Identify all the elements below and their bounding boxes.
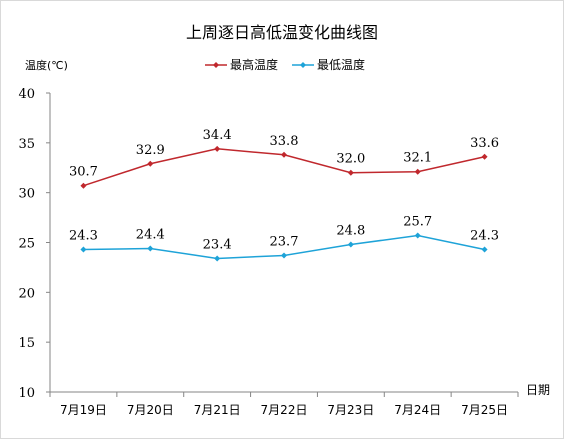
y-tick-label: 20 <box>18 286 35 301</box>
data-point <box>214 255 221 262</box>
data-point <box>481 246 488 253</box>
y-tick-label: 10 <box>18 386 35 401</box>
data-label: 32.1 <box>403 151 432 166</box>
data-point <box>281 252 287 259</box>
data-point <box>347 241 354 248</box>
data-label: 24.8 <box>336 223 365 238</box>
data-point <box>147 160 154 167</box>
y-tick-label: 40 <box>18 87 35 102</box>
legend-swatch-marker <box>300 62 306 68</box>
data-label: 32.9 <box>136 143 165 158</box>
x-tick-label: 7月23日 <box>327 403 374 417</box>
axes: 10 15 20 25 30 35 40 7月19日 7月20日 7月21日 7月22日 7月23日 7… <box>18 87 519 417</box>
y-tick-label: 25 <box>18 237 35 252</box>
x-axis-title: 日期 <box>526 383 550 397</box>
x-tick-label: 7月25日 <box>461 403 508 417</box>
data-point <box>281 151 287 158</box>
x-tick-label: 7月21日 <box>194 403 241 417</box>
legend-swatch-marker <box>213 62 219 68</box>
data-point <box>414 232 421 239</box>
data-label: 23.4 <box>203 237 232 252</box>
x-tick-label: 7月22日 <box>261 403 308 417</box>
data-label: 34.4 <box>203 128 232 143</box>
legend-label: 最低温度 <box>317 57 365 72</box>
data-label: 24.3 <box>69 228 98 243</box>
data-point <box>481 153 488 160</box>
data-label: 33.6 <box>470 136 499 151</box>
data-point <box>80 246 87 253</box>
y-tick-label: 35 <box>18 137 35 152</box>
y-axis-title: 温度(℃) <box>25 58 68 72</box>
data-point <box>147 245 154 252</box>
data-point <box>214 145 221 152</box>
y-tick-label: 30 <box>18 187 35 202</box>
data-label: 24.3 <box>470 228 499 243</box>
data-label: 24.4 <box>136 227 165 242</box>
x-tick-label: 7月20日 <box>127 403 174 417</box>
y-tick-label: 15 <box>18 336 35 351</box>
data-label: 33.8 <box>270 134 299 149</box>
data-label: 30.7 <box>69 165 98 180</box>
data-point <box>347 169 354 176</box>
legend: 最高温度 最低温度 <box>205 57 365 72</box>
data-label: 32.0 <box>336 152 365 167</box>
data-point <box>414 168 421 175</box>
data-point <box>80 182 87 189</box>
chart-title: 上周逐日高低温变化曲线图 <box>186 23 378 42</box>
x-tick-label: 7月19日 <box>60 403 107 417</box>
data-label: 23.7 <box>270 234 299 249</box>
series-layer: 30.7 32.9 34.4 33.8 32.0 32.1 33.6 24.3 24.4 23.4… <box>69 128 499 262</box>
legend-label: 最高温度 <box>230 57 278 72</box>
x-tick-label: 7月24日 <box>394 403 441 417</box>
data-label: 25.7 <box>403 215 432 230</box>
